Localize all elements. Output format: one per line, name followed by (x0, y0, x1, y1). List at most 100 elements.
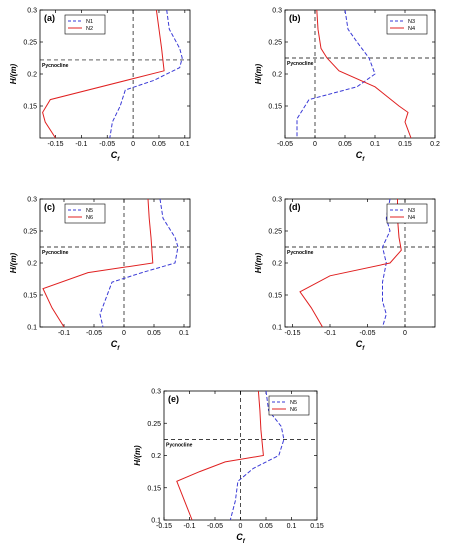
y-tick-label: 0.2 (272, 72, 282, 79)
y-tick-label: 0.15 (23, 104, 37, 111)
pycnocline-label: Pycnocline (42, 250, 69, 256)
x-axis-label-sub: f (243, 539, 246, 545)
panel-label: (d) (289, 202, 301, 212)
y-tick-label: 0.15 (23, 293, 37, 300)
x-tick-label: 0 (403, 330, 407, 337)
legend-box (268, 395, 310, 416)
x-tick-label: 0.15 (310, 523, 324, 530)
y-tick-label: 0.2 (151, 453, 161, 460)
x-axis-label-main: C (111, 150, 118, 160)
pycnocline-label: Pycnocline (287, 250, 314, 256)
y-tick-label: 0.3 (27, 197, 37, 204)
x-tick-label: -0.1 (58, 330, 70, 337)
x-tick-label: 0.15 (398, 141, 412, 148)
x-tick-label: 0 (122, 330, 126, 337)
x-tick-label: -0.05 (99, 141, 115, 148)
y-tick-label: 0.25 (268, 229, 282, 236)
y-tick-label: 0.1 (272, 325, 282, 332)
y-tick-label: 0.2 (272, 261, 282, 268)
series-line-N6 (176, 390, 264, 521)
y-tick-label: 0.25 (23, 40, 37, 47)
x-tick-label: 0.05 (338, 141, 352, 148)
legend-label: N1 (86, 19, 93, 25)
pycnocline-label: Pycnocline (287, 61, 314, 67)
x-axis-label-main: C (356, 339, 363, 349)
y-tick-label: 0.15 (147, 485, 161, 492)
y-tick-label: 0.25 (23, 229, 37, 236)
y-tick-label: 0.25 (147, 421, 161, 428)
panel-4: -0.15 -0.1 -0.05 0 0.05 0.1 0.15 0.1 0.15 0.2 0.25… (133, 389, 324, 546)
x-axis-label-sub: f (362, 157, 365, 163)
x-axis-label: Cf (236, 532, 246, 545)
x-tick-label: 0 (131, 141, 135, 148)
x-tick-label: 0.1 (287, 523, 297, 530)
x-tick-label: -0.05 (360, 330, 376, 337)
panel-label: (a) (44, 13, 55, 23)
x-axis-label-main: C (236, 532, 243, 542)
y-axis-label: H/(m) (254, 252, 263, 273)
panel-label: (e) (168, 394, 179, 404)
x-tick-label: 0.05 (259, 523, 273, 530)
x-axis-label-sub: f (362, 346, 365, 352)
x-tick-label: 0.05 (147, 330, 161, 337)
y-tick-label: 0.2 (27, 72, 37, 79)
y-tick-label: 0.3 (272, 8, 282, 15)
x-tick-label: -0.15 (48, 141, 64, 148)
x-axis-label: Cf (111, 150, 121, 163)
y-tick-label: 0.2 (27, 261, 37, 268)
x-tick-label: 0.05 (152, 141, 166, 148)
x-tick-label: -0.1 (183, 523, 195, 530)
y-axis-label: H/(m) (9, 63, 18, 84)
x-tick-label: -0.15 (285, 330, 301, 337)
legend-label: N6 (290, 407, 297, 413)
legend-label: N2 (86, 26, 93, 32)
x-tick-label: -0.05 (277, 141, 293, 148)
legend-box (386, 14, 428, 35)
y-axis-label: H/(m) (254, 63, 263, 84)
y-tick-label: 0.3 (151, 389, 161, 396)
x-tick-label: -0.1 (324, 330, 336, 337)
y-axis-label: H/(m) (9, 252, 18, 273)
x-tick-label: -0.1 (75, 141, 87, 148)
legend-box (386, 203, 428, 224)
x-tick-label: 0.1 (180, 141, 190, 148)
series-line-N1 (109, 9, 183, 139)
x-axis-label: Cf (111, 339, 121, 352)
x-tick-label: -0.05 (86, 330, 102, 337)
x-axis-label-sub: f (117, 346, 120, 352)
y-tick-label: 0.3 (27, 8, 37, 15)
x-axis-label-sub: f (117, 157, 120, 163)
series-line-N3 (381, 198, 391, 328)
panel-2: -0.1 -0.05 0 0.05 0.1 0.1 0.15 0.2 0.25 0.3 Pycnoc… (9, 197, 191, 352)
x-tick-label: 0 (239, 523, 243, 530)
pycnocline-label: Pycnocline (166, 442, 193, 448)
legend-label: N5 (86, 208, 93, 214)
x-axis-label-main: C (356, 150, 363, 160)
panel-label: (c) (44, 202, 55, 212)
legend-label: N4 (408, 26, 415, 32)
legend-box (64, 203, 106, 224)
legend-label: N5 (290, 400, 297, 406)
plot-frame (39, 198, 191, 328)
x-tick-label: 0.2 (430, 141, 440, 148)
x-tick-label: -0.05 (207, 523, 223, 530)
series-line-N3 (296, 9, 376, 138)
series-line-N5 (229, 390, 285, 521)
series-line-N4 (316, 9, 412, 139)
x-axis-label-main: C (111, 339, 118, 349)
pycnocline-label: Pycnocline (42, 63, 69, 69)
legend-box (64, 14, 106, 35)
x-tick-label: -0.15 (156, 523, 172, 530)
panel-0: -0.15 -0.1 -0.05 0 0.05 0.1 0.15 0.2 0.25 0.3 Pycn… (9, 8, 191, 163)
legend-label: N6 (86, 215, 93, 221)
legend-label: N3 (408, 208, 415, 214)
y-tick-label: 0.15 (268, 104, 282, 111)
panel-1: -0.05 0 0.05 0.1 0.15 0.2 0.15 0.2 0.25 0.3 Pycnoc… (254, 8, 440, 164)
panel-3: -0.15 -0.1 -0.05 0 0.1 0.15 0.2 0.25 0.3 Pycnocli… (254, 197, 436, 352)
